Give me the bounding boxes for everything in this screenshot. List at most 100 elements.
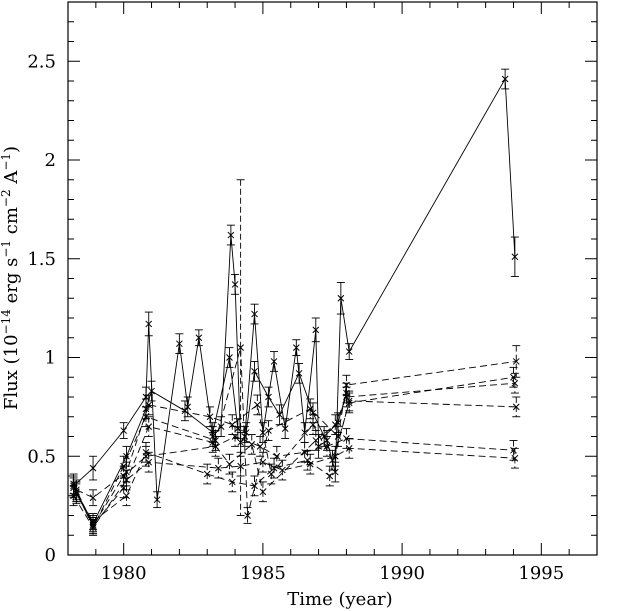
- data-point: [212, 443, 219, 450]
- data-point: [153, 496, 161, 504]
- data-point: [511, 454, 519, 462]
- y-axis-label-exp4: −1: [0, 153, 13, 171]
- data-point: [123, 476, 130, 484]
- data-point: [226, 460, 233, 468]
- series-line: [73, 436, 514, 527]
- x-tick-label: 1980: [101, 563, 147, 584]
- data-point: [89, 523, 97, 531]
- data-point: [511, 253, 519, 261]
- data-point: [292, 344, 300, 351]
- data-point: [237, 344, 244, 351]
- data-point: [345, 348, 353, 355]
- data-point: [145, 320, 153, 328]
- data-series: [69, 68, 521, 536]
- data-point: [203, 470, 211, 478]
- data-point: [306, 405, 314, 413]
- data-point: [251, 310, 258, 318]
- data-point: [248, 441, 256, 448]
- y-axis-label-exp3: −2: [0, 189, 13, 207]
- data-point: [276, 411, 283, 419]
- y-axis-label: Flux (10−14 erg s−1 cm−2 A−1): [0, 146, 22, 410]
- data-point: [295, 369, 303, 377]
- series-line: [76, 376, 514, 499]
- series-8: [72, 438, 519, 536]
- y-axis-label-mid1: erg s: [1, 258, 22, 309]
- data-point: [337, 294, 345, 302]
- data-point: [227, 231, 235, 239]
- series-2: [72, 347, 351, 532]
- x-tick-label: 1990: [379, 563, 425, 584]
- series-line: [73, 77, 516, 500]
- y-tick-label: 2.5: [27, 51, 56, 72]
- data-point: [331, 452, 339, 460]
- data-point: [279, 466, 286, 474]
- data-point: [345, 397, 353, 405]
- data-point: [237, 462, 244, 470]
- data-point: [312, 326, 320, 334]
- data-point: [195, 334, 203, 342]
- axis-ticks: 1980 1985 1990 1995 0 0.5 1 1.5 2 2.5: [27, 2, 598, 584]
- series-7: [69, 426, 518, 534]
- data-point: [281, 425, 289, 432]
- series-line: [73, 347, 517, 529]
- data-point: [89, 494, 97, 502]
- data-point: [259, 488, 267, 496]
- data-point: [323, 443, 331, 450]
- data-point: [209, 439, 217, 446]
- data-point: [181, 407, 189, 415]
- data-point: [241, 433, 249, 440]
- x-tick-label: 1995: [518, 563, 564, 584]
- data-point: [270, 358, 278, 365]
- data-point: [306, 460, 314, 468]
- data-point: [265, 393, 272, 401]
- y-axis-label-mid3: A: [1, 170, 22, 190]
- y-tick-label: 2: [45, 150, 56, 171]
- y-tick-label: 1: [45, 348, 56, 369]
- x-tick-label: 1985: [240, 563, 286, 584]
- data-point: [145, 458, 153, 466]
- data-point: [123, 492, 130, 500]
- data-point: [251, 482, 258, 490]
- y-axis-label-suffix: ): [1, 146, 22, 153]
- data-point: [148, 387, 155, 395]
- data-point: [501, 75, 509, 83]
- data-point: [301, 429, 309, 436]
- data-point: [512, 358, 520, 365]
- data-point: [326, 472, 334, 480]
- data-point: [253, 401, 261, 409]
- series-line: [76, 400, 517, 523]
- data-point: [231, 281, 239, 288]
- data-point: [331, 421, 339, 429]
- data-point: [511, 379, 519, 387]
- data-point: [145, 401, 153, 409]
- data-point: [184, 403, 192, 411]
- series-line: [76, 357, 347, 525]
- data-point: [265, 427, 272, 434]
- data-point: [244, 512, 251, 519]
- y-tick-label: 0: [45, 545, 56, 566]
- series-line: [75, 447, 515, 529]
- data-point: [120, 427, 128, 434]
- data-point: [120, 472, 128, 480]
- data-point: [345, 444, 353, 452]
- data-point: [176, 340, 183, 348]
- y-axis-label-exp2: −1: [0, 240, 13, 258]
- y-axis-label-exp1: −14: [0, 309, 13, 335]
- y-axis-label-prefix: Flux (10: [1, 334, 22, 410]
- data-point: [214, 464, 222, 472]
- series-5: [69, 372, 519, 534]
- series-6: [72, 390, 521, 530]
- y-tick-label: 1.5: [27, 249, 56, 270]
- x-axis-label: Time (year): [287, 589, 392, 610]
- data-point: [256, 443, 264, 450]
- data-point: [259, 458, 267, 466]
- data-point: [228, 478, 236, 486]
- data-point: [226, 354, 233, 361]
- data-point: [231, 433, 239, 440]
- y-tick-label: 0.5: [27, 446, 56, 467]
- data-point: [251, 367, 258, 375]
- data-point: [72, 488, 80, 496]
- data-point: [512, 403, 520, 411]
- data-point: [142, 452, 150, 460]
